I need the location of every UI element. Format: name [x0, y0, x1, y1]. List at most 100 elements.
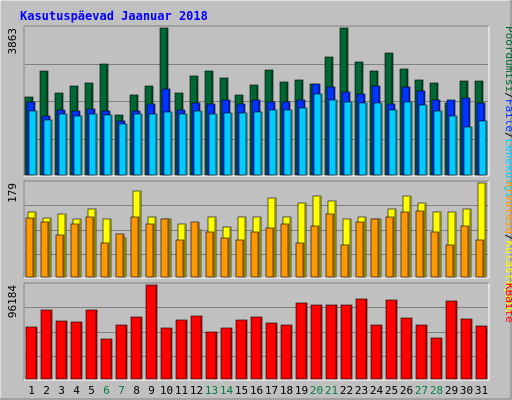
bar	[115, 324, 128, 380]
bar-shade	[92, 218, 94, 277]
bar-shade	[410, 319, 412, 379]
bar-shade	[332, 215, 334, 277]
bar	[118, 123, 128, 176]
bar-shade	[304, 204, 306, 277]
bar-shade	[184, 225, 186, 277]
bar	[175, 319, 188, 380]
bar	[478, 120, 488, 176]
bar-shade	[350, 306, 352, 379]
bar	[463, 126, 473, 176]
bar	[175, 239, 185, 278]
bar	[355, 298, 368, 380]
day-label: 7	[118, 384, 125, 397]
series-Lehekülgi	[28, 93, 488, 176]
bar	[283, 109, 293, 176]
day-label: 16	[250, 384, 263, 397]
bar-shade	[199, 231, 201, 277]
bar-shade	[169, 220, 171, 277]
bar	[253, 111, 263, 176]
bar	[415, 210, 425, 278]
bar-shade	[422, 212, 424, 277]
bar-shade	[139, 192, 141, 277]
bar	[85, 309, 98, 380]
bar-shade	[437, 233, 439, 277]
bar	[340, 304, 353, 380]
day-label: 1	[28, 384, 35, 397]
bar-shade	[125, 125, 127, 175]
bar-shade	[257, 233, 259, 277]
bar-shade	[350, 103, 352, 175]
bar	[235, 319, 248, 380]
bar-shade	[439, 213, 441, 277]
bar	[220, 327, 233, 380]
bar-shade	[274, 199, 276, 277]
bar-shade	[380, 326, 382, 379]
bar-shade	[200, 112, 202, 175]
bar	[295, 302, 308, 380]
bar	[160, 218, 170, 278]
bar-shade	[320, 95, 322, 175]
bar-shade	[94, 210, 96, 277]
bar-shade	[287, 225, 289, 277]
bar-shade	[35, 328, 37, 379]
bar	[400, 211, 410, 278]
bar	[268, 109, 278, 176]
bar	[313, 93, 323, 176]
bar	[475, 325, 488, 380]
bar-shade	[275, 111, 277, 175]
y-max-label: 96184	[6, 285, 19, 318]
bar	[430, 231, 440, 278]
bar-shade	[469, 210, 471, 277]
day-label: 19	[295, 384, 308, 397]
bar-shade	[34, 213, 36, 277]
bar-shade	[485, 327, 487, 379]
bar	[460, 318, 473, 380]
day-label: 8	[133, 384, 140, 397]
day-label: 31	[475, 384, 488, 397]
bar-shade	[245, 114, 247, 175]
day-label: 6	[103, 384, 110, 397]
bar	[103, 114, 113, 176]
bar-shade	[242, 241, 244, 277]
bar	[88, 113, 98, 176]
bar-shade	[364, 218, 366, 277]
day-label: 18	[280, 384, 293, 397]
bar-shade	[425, 326, 427, 379]
bar	[250, 316, 263, 380]
bar	[328, 99, 338, 176]
bar-shade	[122, 235, 124, 277]
bar	[250, 231, 260, 278]
bar	[415, 324, 428, 380]
bar	[388, 109, 398, 176]
bar-shade	[110, 116, 112, 175]
day-axis-labels: 1 2 3 4 5 6 7 8 9 10 11 12 13 14 15 16 17 18 19 20 21 22 23 24 2…	[28, 384, 488, 397]
bar-shade	[170, 329, 172, 379]
legend-entry: /	[503, 132, 512, 139]
bar-shade	[50, 311, 52, 379]
bar	[25, 326, 38, 380]
bar-shade	[62, 236, 64, 277]
bar-shade	[140, 318, 142, 379]
bar-shade	[182, 241, 184, 277]
bar-shade	[484, 184, 486, 277]
bar	[373, 102, 383, 176]
day-label: 29	[445, 384, 458, 397]
bar-shade	[319, 197, 321, 277]
bar-shade	[409, 197, 411, 277]
chart-panels: 3863 179 96184	[6, 25, 490, 381]
bar-shade	[349, 220, 351, 277]
bar-shade	[379, 220, 381, 277]
bar	[145, 223, 155, 278]
legend-entry: /	[503, 234, 512, 241]
bar-shade	[392, 218, 394, 277]
bar-shade	[155, 286, 157, 379]
bar	[28, 110, 38, 176]
bar	[310, 225, 320, 278]
bar-shade	[110, 340, 112, 379]
bar-shade	[155, 115, 157, 175]
series-Arvuteid	[25, 210, 485, 278]
y-max-label: 3863	[6, 28, 19, 55]
bar-shade	[470, 128, 472, 175]
bar	[100, 242, 110, 278]
bar-shade	[167, 220, 169, 277]
